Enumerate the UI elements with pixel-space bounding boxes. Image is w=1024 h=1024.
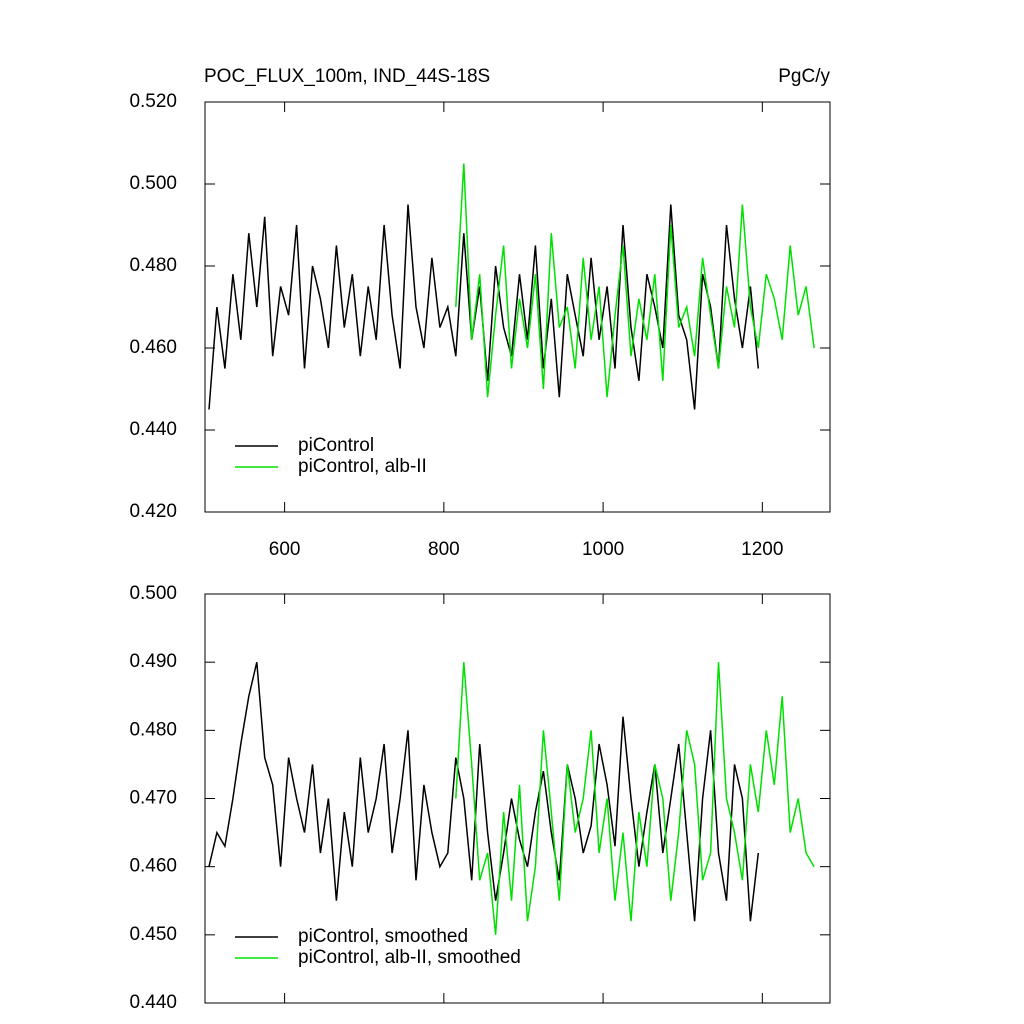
legend-label: piControl, alb-II [298, 456, 427, 477]
chart-title: POC_FLUX_100m, IND_44S-18S [204, 66, 490, 87]
y-tick-label: 0.460 [129, 337, 177, 358]
y-tick-label: 0.440 [129, 992, 177, 1013]
y-tick-label: 0.460 [129, 856, 177, 877]
x-tick-label: 1000 [582, 539, 624, 560]
y-tick-label: 0.480 [129, 255, 177, 276]
x-tick-label: 1200 [741, 539, 783, 560]
y-tick-label: 0.500 [129, 173, 177, 194]
x-tick-label: 800 [428, 539, 460, 560]
y-tick-label: 0.490 [129, 651, 177, 672]
legend-label: piControl [298, 435, 374, 456]
y-tick-label: 0.470 [129, 788, 177, 809]
plot-frame [204, 101, 831, 513]
data-line [208, 204, 760, 410]
x-tick-label: 600 [269, 539, 301, 560]
y-tick-label: 0.520 [129, 91, 177, 112]
data-line [455, 163, 815, 398]
y-tick-label: 0.500 [129, 583, 177, 604]
y-tick-label: 0.420 [129, 501, 177, 522]
data-line [208, 662, 760, 922]
y-tick-label: 0.450 [129, 924, 177, 945]
data-line [455, 662, 815, 935]
legend-label: piControl, alb-II, smoothed [298, 947, 521, 968]
y-tick-label: 0.440 [129, 419, 177, 440]
legend-label: piControl, smoothed [298, 926, 468, 947]
units-label: PgC/y [778, 66, 830, 87]
y-tick-label: 0.480 [129, 719, 177, 740]
